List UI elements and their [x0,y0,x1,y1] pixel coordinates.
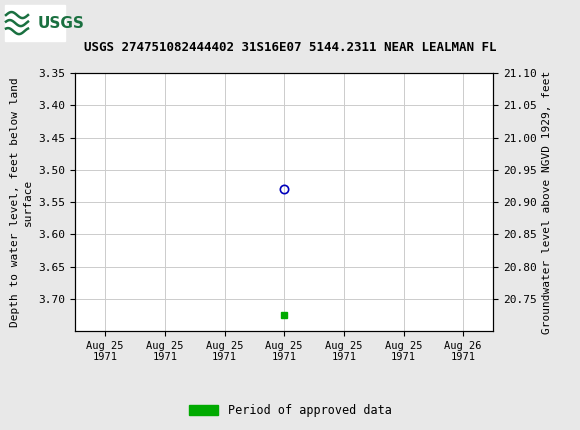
Text: USGS: USGS [38,15,85,31]
Y-axis label: Depth to water level, feet below land
surface: Depth to water level, feet below land su… [10,77,33,327]
Bar [5,5,65,41]
Y-axis label: Groundwater level above NGVD 1929, feet: Groundwater level above NGVD 1929, feet [542,71,552,334]
Text: USGS 274751082444402 31S16E07 5144.2311 NEAR LEALMAN FL: USGS 274751082444402 31S16E07 5144.2311 … [84,41,496,54]
Legend: Period of approved data: Period of approved data [184,399,396,422]
